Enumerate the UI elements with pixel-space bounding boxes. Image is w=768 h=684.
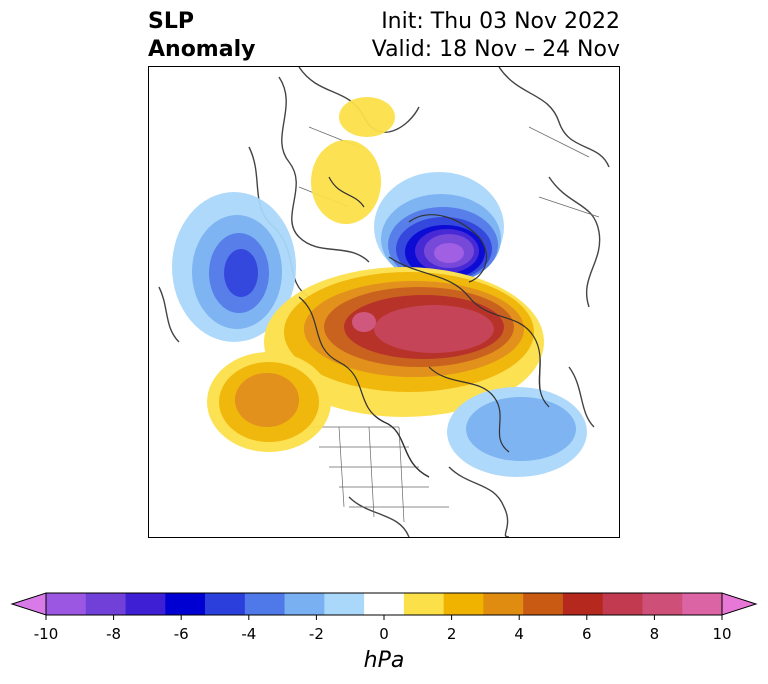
colorbar-cell <box>324 593 365 615</box>
colorbar-tick-label: 2 <box>447 625 457 643</box>
map-canvas <box>158 67 610 537</box>
colorbar-cells <box>10 592 758 616</box>
colorbar-cell <box>523 593 564 615</box>
colorbar-cell <box>244 593 285 615</box>
title-line-anomaly: Anomaly <box>148 37 256 62</box>
slp-anomaly-map <box>148 66 620 538</box>
colorbar-tick-label: -4 <box>241 625 256 643</box>
colorbar-tick-label: 10 <box>712 625 731 643</box>
colorbar-extend-low <box>10 592 47 616</box>
colorbar-tick-label: -2 <box>309 625 324 643</box>
valid-range: Valid: 18 Nov – 24 Nov <box>371 37 620 62</box>
colorbar-cell <box>403 593 444 615</box>
borders <box>298 126 600 523</box>
colorbar-cell <box>46 593 87 615</box>
colorbar-tick-label: 4 <box>514 625 524 643</box>
colorbar-tick-label: -8 <box>106 625 121 643</box>
colorbar-cell <box>562 593 604 615</box>
colorbar-tick-label: 6 <box>582 625 592 643</box>
colorbar-extend-high <box>721 592 758 616</box>
title-line-slp: SLP <box>148 9 194 34</box>
colorbar-cell <box>165 593 206 615</box>
colorbar-cell <box>205 593 246 615</box>
colorbar-ticks: -10 -8 -6 -4 -2 0 2 4 6 8 10 <box>34 615 732 643</box>
colorbar-tick-label: 8 <box>650 625 660 643</box>
colorbar-cell <box>682 593 723 615</box>
colorbar-tick-label: -10 <box>34 625 59 643</box>
coastline-overlay <box>298 176 550 478</box>
map-title: SLP Anomaly <box>148 8 255 64</box>
map-subtitle: Init: Thu 03 Nov 2022 Valid: 18 Nov – 24… <box>372 8 620 64</box>
colorbar-unit: hPa <box>364 648 405 673</box>
colorbar-cell <box>602 593 643 615</box>
colorbar-cell <box>364 593 405 615</box>
colorbar-cell <box>85 593 126 615</box>
colorbar-cell <box>443 593 484 615</box>
colorbar-cell <box>125 593 166 615</box>
init-date: Init: Thu 03 Nov 2022 <box>381 9 620 34</box>
colorbar-cell <box>284 593 325 615</box>
anomaly-shading <box>172 97 587 477</box>
colorbar-cell <box>483 593 524 615</box>
colorbar-tick-label: -6 <box>174 625 189 643</box>
colorbar: -10 -8 -6 -4 -2 0 2 4 6 8 10 hPa <box>10 592 758 673</box>
colorbar-tick-label: 0 <box>379 625 389 643</box>
colorbar-cell <box>642 593 683 615</box>
